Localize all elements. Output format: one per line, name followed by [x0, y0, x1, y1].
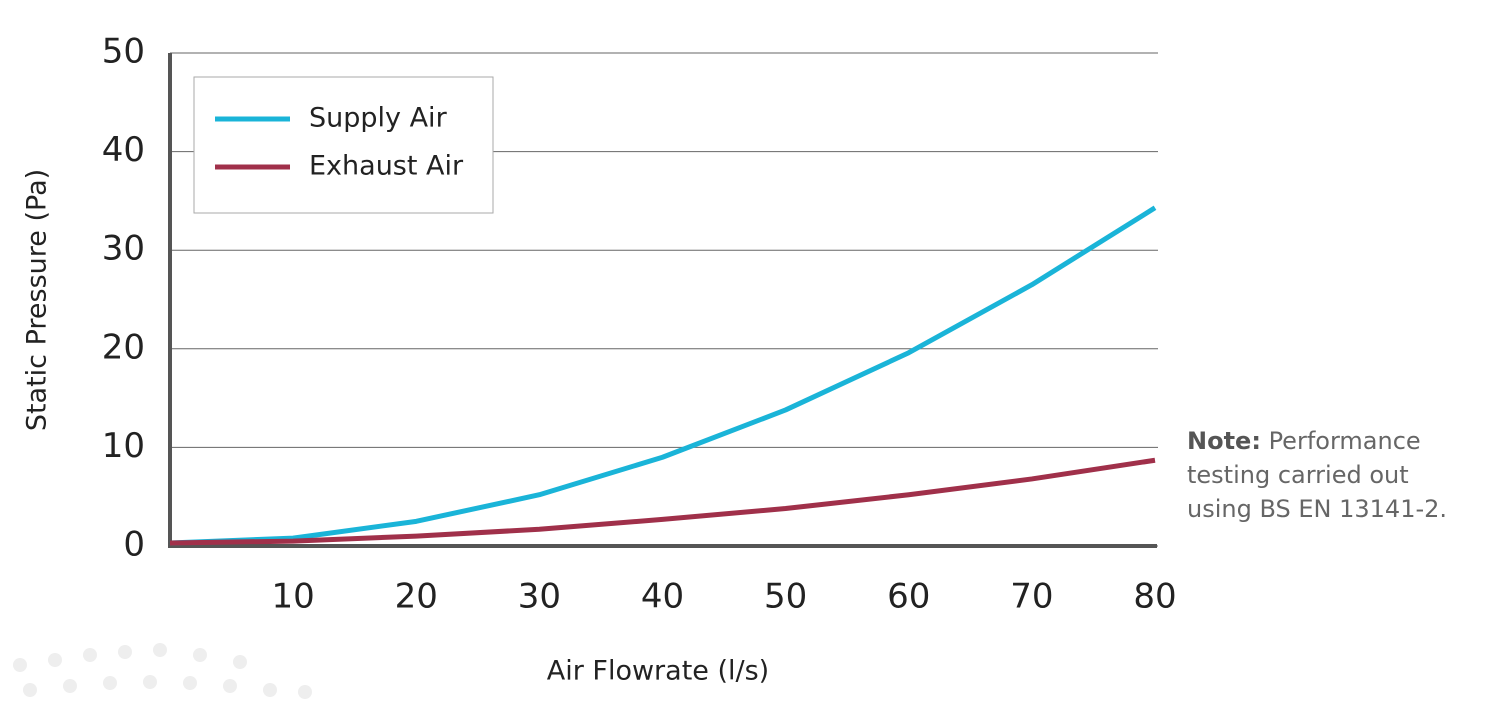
- x-tick-label: 10: [271, 577, 314, 617]
- y-tick-label: 50: [102, 32, 145, 72]
- y-tick-label: 40: [102, 130, 145, 170]
- x-tick-label: 30: [518, 577, 561, 617]
- x-tick-label: 70: [1010, 577, 1053, 617]
- y-axis-title: Static Pressure (Pa): [22, 169, 53, 431]
- x-tick-label: 50: [764, 577, 807, 617]
- legend-label: Exhaust Air: [309, 151, 464, 182]
- y-tick-label: 20: [102, 327, 145, 367]
- x-tick-label: 60: [887, 577, 930, 617]
- note-label: Note:: [1187, 427, 1261, 455]
- decoration: [13, 643, 312, 699]
- note-line: testing carried out: [1187, 461, 1409, 489]
- x-tick-label: 80: [1133, 577, 1176, 617]
- x-tick-label: 20: [395, 577, 438, 617]
- series-line: [169, 457, 1156, 546]
- legend-box: [193, 76, 494, 214]
- x-axis-title: Air Flowrate (l/s): [547, 656, 769, 687]
- note-line: using BS EN 13141-2.: [1187, 495, 1447, 523]
- x-tick-label: 40: [641, 577, 684, 617]
- y-tick-label: 10: [102, 426, 145, 466]
- note: Note: Performance: [1187, 427, 1421, 455]
- note-line: Performance: [1269, 427, 1421, 455]
- y-tick-label: 30: [102, 229, 145, 269]
- y-tick-label: 0: [123, 525, 145, 565]
- legend-label: Supply Air: [309, 103, 448, 134]
- series-line: [169, 205, 1157, 546]
